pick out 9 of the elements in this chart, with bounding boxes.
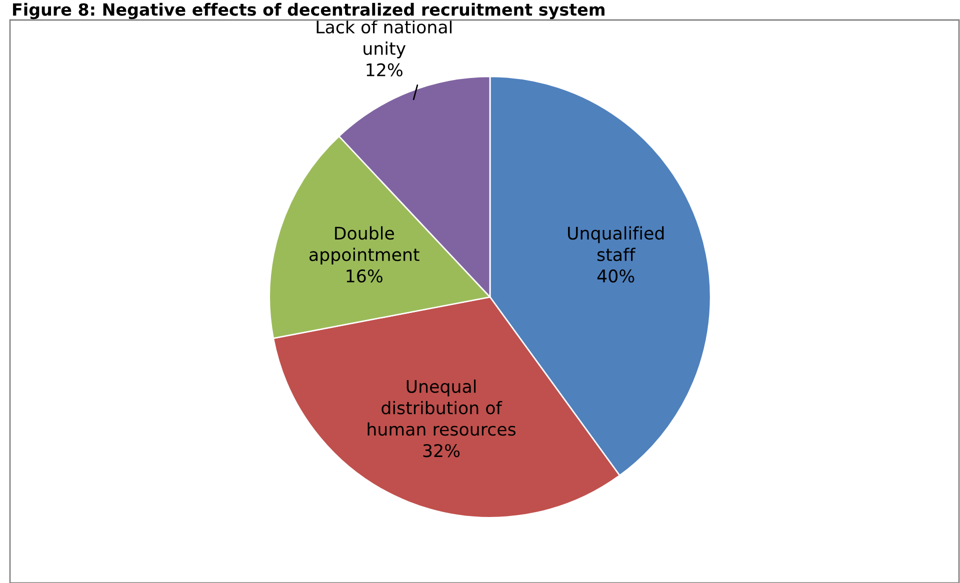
slice-label: Unequal distribution of human resources (368, 380, 516, 436)
slice-label: Double appointment (309, 226, 420, 264)
slice-label: Lack of national unity (316, 20, 452, 58)
data-label: 32% (423, 444, 460, 458)
data-label: 40% (597, 269, 634, 283)
data-label: 16% (346, 269, 382, 283)
chart-title: Figure 8: Negative effects of decentralized recruitment system (13, 2, 604, 20)
slice-label: Unqualified staff (568, 226, 664, 262)
data-label: 12% (366, 63, 402, 76)
